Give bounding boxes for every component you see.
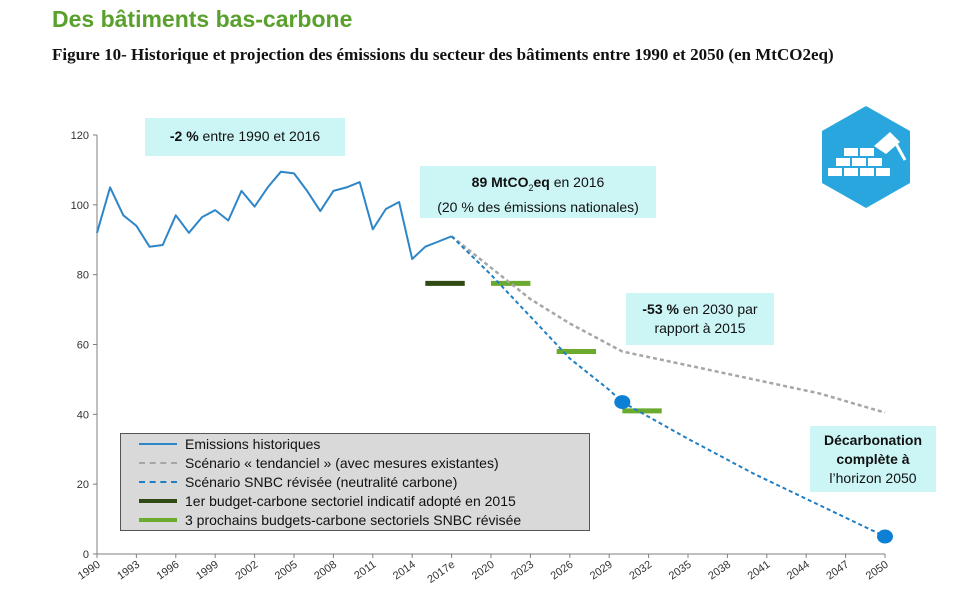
series-line-trend xyxy=(450,235,886,414)
x-tick-label: 2014 xyxy=(391,559,418,583)
x-tick-label: 2041 xyxy=(746,559,773,583)
callout-reduction-bold: -53 % xyxy=(642,301,679,317)
legend-swatch-trend xyxy=(139,462,177,464)
y-tick-label: 60 xyxy=(77,340,89,352)
x-tick-label: 2044 xyxy=(785,559,812,583)
callout-reduction-text: en 2030 par xyxy=(678,301,758,317)
x-tick-label: 2023 xyxy=(509,559,536,583)
page-title: Des bâtiments bas-carbone xyxy=(52,6,353,32)
x-tick-label: 2038 xyxy=(706,559,733,583)
legend-label-budget-first: 1er budget-carbone sectoriel indicatif a… xyxy=(185,493,516,509)
y-tick-label: 20 xyxy=(77,479,89,491)
x-tick-label: 1996 xyxy=(155,559,182,583)
chart-legend: Emissions historiques Scénario « tendanc… xyxy=(120,433,590,531)
y-tick-label: 80 xyxy=(77,270,89,282)
callout-change-bold: -2 % xyxy=(169,128,199,144)
x-tick-label: 2026 xyxy=(549,559,576,583)
y-tick-label: 100 xyxy=(71,200,89,212)
legend-label-trend: Scénario « tendanciel » (avec mesures ex… xyxy=(185,455,499,471)
legend-swatch-snbc xyxy=(139,481,177,483)
y-tick-label: 40 xyxy=(77,409,89,421)
legend-item-snbc: Scénario SNBC révisée (neutralité carbon… xyxy=(121,473,457,491)
callout-decarb-line2: complète à xyxy=(836,451,910,467)
x-tick-label: 1993 xyxy=(115,559,142,583)
legend-label-historical: Emissions historiques xyxy=(185,436,321,452)
data-point-marker xyxy=(614,395,631,410)
callout-change: -2 % entre 1990 et 2016 xyxy=(145,118,345,156)
chart-series xyxy=(96,170,886,538)
legend-item-trend: Scénario « tendanciel » (avec mesures ex… xyxy=(121,454,499,472)
legend-swatch-budget-first xyxy=(139,499,177,503)
callout-emissions: 89 MtCO2eq en 2016 (20 % des émissions n… xyxy=(420,166,656,218)
y-tick-label: 120 xyxy=(71,130,89,142)
x-tick-label: 2050 xyxy=(864,559,891,583)
legend-item-budget-next: 3 prochains budgets-carbone sectoriels S… xyxy=(121,511,521,529)
bricks-trowel-icon xyxy=(822,106,910,208)
y-tick-label: 0 xyxy=(83,549,89,561)
x-tick-label: 1990 xyxy=(76,559,103,583)
legend-label-budget-next: 3 prochains budgets-carbone sectoriels S… xyxy=(185,512,522,528)
x-tick-label: 2035 xyxy=(667,559,694,583)
callout-emissions-sub: 2 xyxy=(528,182,534,193)
data-point-marker xyxy=(877,529,893,544)
callout-reduction-line2: rapport à 2015 xyxy=(654,320,746,336)
legend-swatch-historical xyxy=(139,443,177,445)
x-tick-label: 2029 xyxy=(588,559,615,583)
x-tick-label: 1999 xyxy=(194,559,221,583)
callout-emissions-line2: (20 % des émissions nationales) xyxy=(437,198,639,215)
callout-decarb-line3: l’horizon 2050 xyxy=(829,470,917,486)
figure-caption: Figure 10- Historique et projection des … xyxy=(52,45,834,64)
callout-emissions-bold: 89 MtCO xyxy=(471,174,529,190)
chart-markers xyxy=(614,395,893,544)
legend-label-snbc: Scénario SNBC révisée (neutralité carbon… xyxy=(185,474,458,490)
x-tick-label: 2047 xyxy=(824,559,851,583)
callout-change-text: entre 1990 et 2016 xyxy=(198,128,321,144)
callout-emissions-text: en 2016 xyxy=(549,174,605,190)
x-tick-label: 2032 xyxy=(627,559,654,583)
legend-item-budget-first: 1er budget-carbone sectoriel indicatif a… xyxy=(121,492,516,510)
callout-decarb-line1: Décarbonation xyxy=(823,432,922,448)
x-tick-label: 2002 xyxy=(233,559,260,583)
callout-emissions-bold-2: eq xyxy=(533,174,550,190)
callout-reduction: -53 % en 2030 par rapport à 2015 xyxy=(626,293,774,345)
callout-decarbonation: Décarbonation complète à l’horizon 2050 xyxy=(810,426,936,492)
legend-item-historical: Emissions historiques xyxy=(121,435,320,453)
x-tick-label: 2008 xyxy=(312,559,339,583)
x-tick-label: 2017e xyxy=(425,559,457,586)
series-line-historical xyxy=(96,170,452,260)
x-tick-label: 2020 xyxy=(470,559,497,583)
legend-swatch-budget-next xyxy=(139,518,177,522)
x-tick-label: 2005 xyxy=(273,559,300,583)
x-tick-label: 2011 xyxy=(352,559,378,582)
